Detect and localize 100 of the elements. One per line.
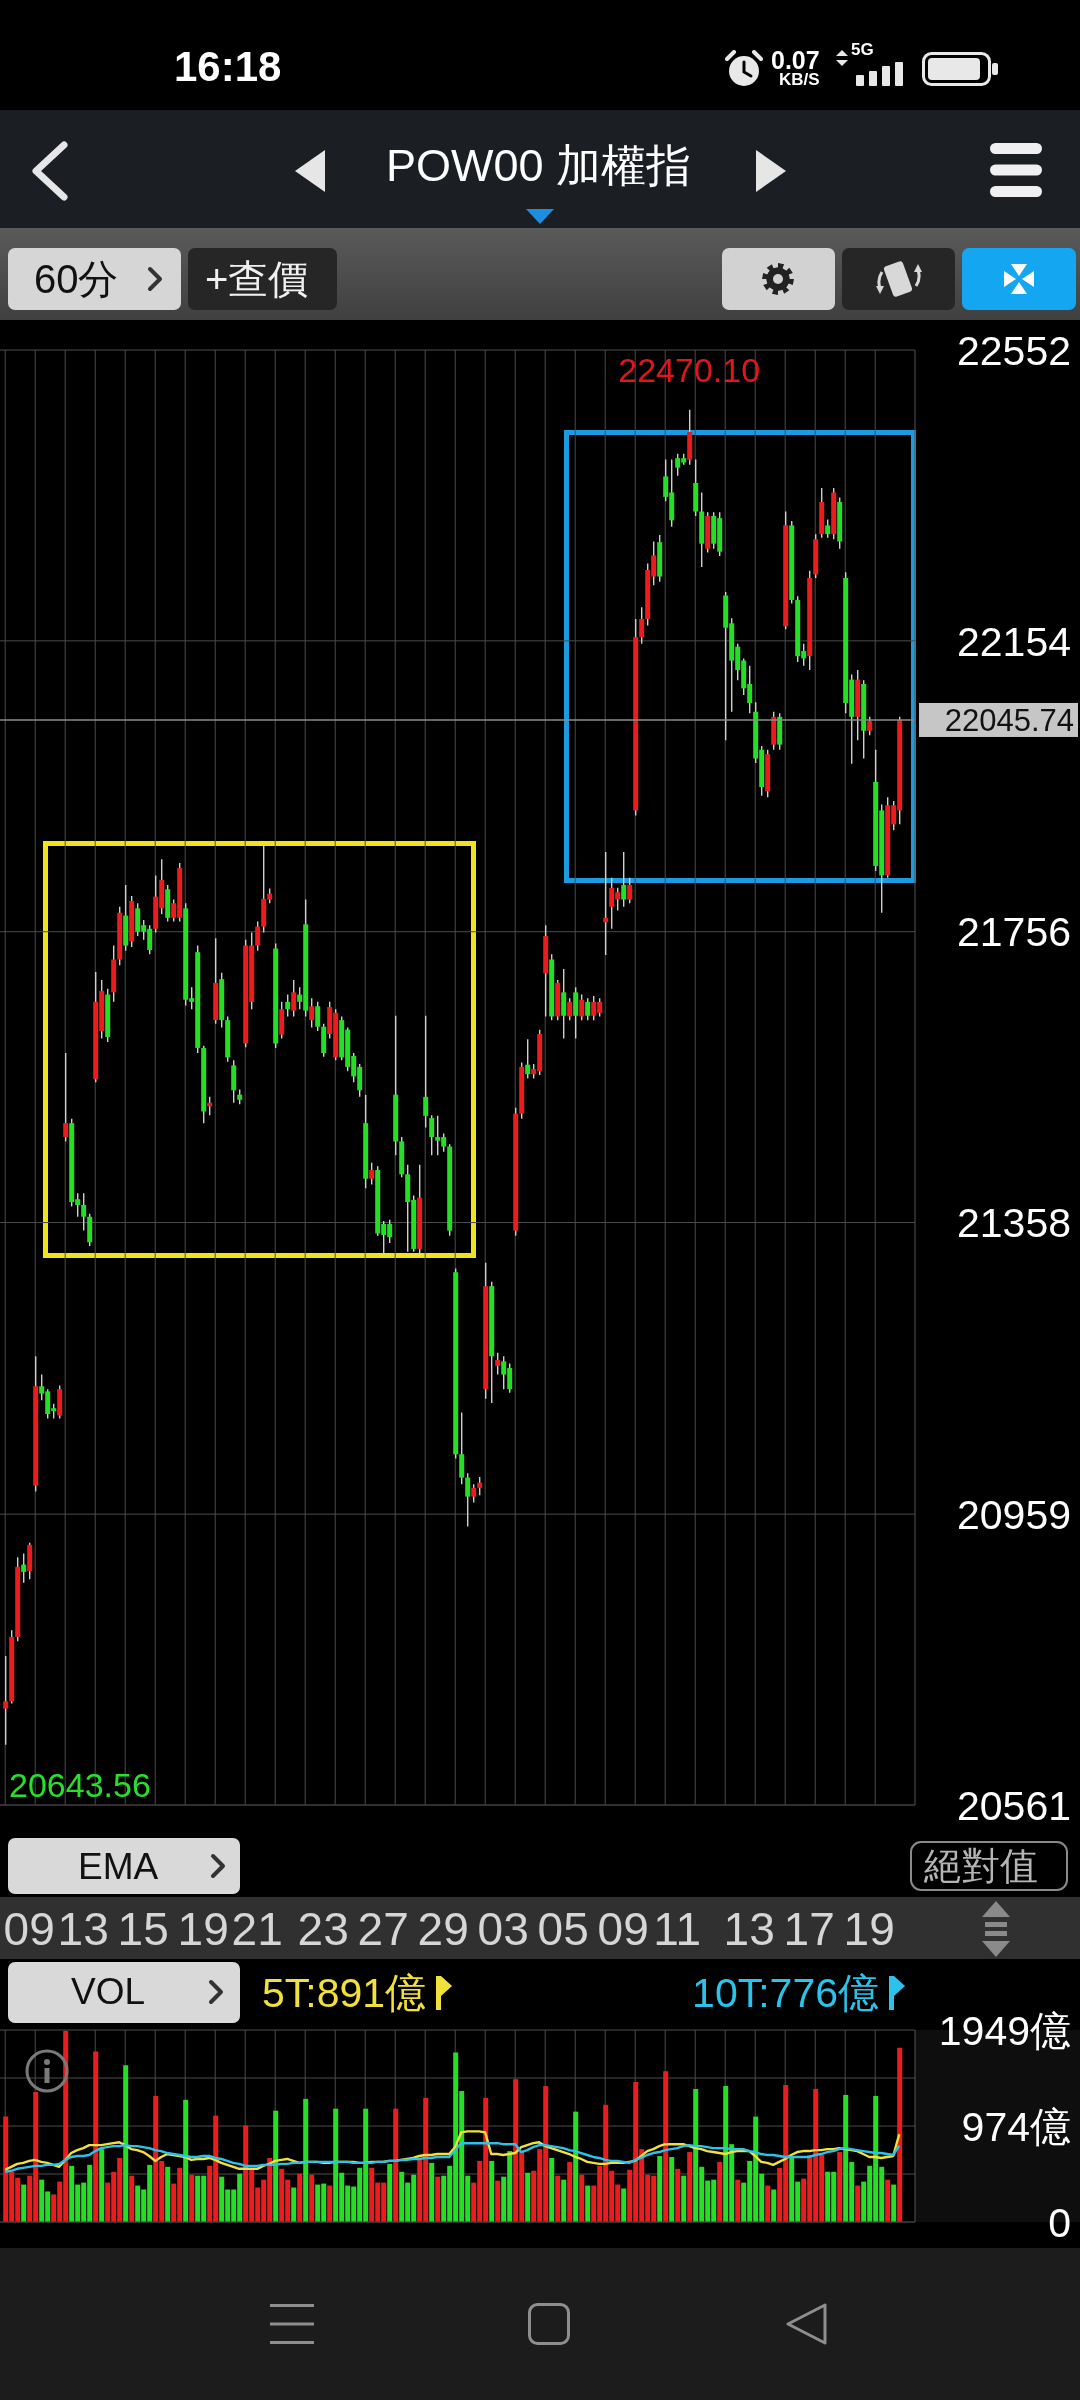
bar — [681, 2175, 687, 2222]
candlestick — [471, 1483, 477, 1504]
bar — [687, 2152, 693, 2222]
chart-title: POW00 加權指 — [386, 140, 692, 191]
candlestick — [255, 920, 261, 952]
bar — [657, 2156, 663, 2222]
bar — [675, 2168, 681, 2222]
x-tick-label: 27 — [357, 1902, 409, 1955]
button: 絕對值 — [910, 1841, 1068, 1891]
bar — [891, 2184, 897, 2222]
bar — [435, 2176, 441, 2222]
bar — [21, 2184, 27, 2222]
bar — [621, 2188, 627, 2222]
bar — [567, 2161, 573, 2222]
bar — [717, 2161, 723, 2222]
candlestick — [429, 1114, 435, 1157]
bar — [837, 2152, 843, 2222]
y-tick-label: 0 — [1048, 2199, 1071, 2246]
candlestick — [567, 997, 573, 1021]
bar — [327, 2185, 333, 2222]
bar — [387, 2163, 393, 2222]
x-tick-label: 19 — [843, 1902, 895, 1955]
bar — [99, 2149, 105, 2222]
x-tick-label: 23 — [297, 1902, 349, 1955]
button: EMA — [8, 1838, 240, 1894]
text: 16:18 — [174, 43, 282, 90]
bar — [525, 2172, 531, 2222]
candlestick — [525, 1038, 531, 1080]
line-series — [4, 2130, 901, 2171]
candlestick — [81, 1192, 87, 1232]
bar — [663, 2071, 669, 2222]
bar — [297, 2173, 303, 2222]
x-tick-label: 13 — [723, 1902, 775, 1955]
candlestick — [561, 968, 567, 1040]
bar — [495, 2180, 501, 2222]
bar — [897, 2047, 903, 2222]
candlestick — [21, 1552, 27, 1584]
y-tick-label: 20959 — [956, 1491, 1071, 1538]
bar — [273, 2110, 279, 2222]
bar — [183, 2099, 189, 2222]
candlestick — [423, 1015, 429, 1129]
candlestick — [63, 1052, 69, 1143]
bar — [303, 2098, 309, 2222]
bar — [309, 2174, 315, 2222]
candlestick — [585, 997, 591, 1021]
y-tick-label: 974億 — [961, 2103, 1071, 2150]
ref-line-label: 22045.74 — [944, 703, 1074, 739]
annotation: 22470.10 — [618, 351, 761, 390]
candlestick — [315, 1001, 321, 1032]
candlestick — [465, 1472, 471, 1528]
x-tick-label: 05 — [537, 1902, 589, 1955]
candlestick — [3, 1655, 9, 1746]
bar — [555, 2175, 561, 2222]
bar — [165, 2166, 171, 2222]
candlestick — [825, 518, 831, 539]
x-tick-label: 09 — [3, 1902, 55, 1955]
x-tick-label: 03 — [477, 1902, 529, 1955]
bar — [855, 2185, 861, 2222]
x-tick-label: 11 — [653, 1902, 702, 1955]
x-tick-label: 09 — [597, 1902, 649, 1955]
candlestick — [369, 1161, 375, 1186]
bar — [771, 2189, 777, 2222]
bar — [93, 2051, 99, 2222]
bar — [393, 2108, 399, 2222]
x-tick-label: 29 — [417, 1902, 469, 1955]
button: VOL — [8, 1962, 240, 2023]
legend-label: 5T:891億 — [262, 1970, 427, 2016]
bar — [291, 2187, 297, 2222]
bar — [489, 2160, 495, 2222]
bar — [669, 2156, 675, 2222]
bar — [585, 2185, 591, 2222]
bar — [573, 2111, 579, 2222]
line-series — [4, 2141, 901, 2173]
y-tick-label: 21756 — [956, 909, 1071, 956]
candlestick — [309, 997, 315, 1029]
candlestick — [639, 606, 645, 645]
bar — [129, 2175, 135, 2222]
bar — [885, 2179, 891, 2222]
candlestick — [627, 876, 633, 904]
annotation: 20643.56 — [9, 1765, 151, 1804]
candlestick — [621, 851, 627, 908]
candlestick — [459, 1411, 465, 1485]
button: 60分 — [8, 248, 181, 310]
bar — [429, 2162, 435, 2222]
button: +查價 — [188, 248, 337, 310]
bar — [189, 2174, 195, 2222]
candlestick — [477, 1476, 483, 1496]
candlestick — [495, 1351, 501, 1376]
x-tick-label: 13 — [57, 1902, 109, 1955]
y-tick-label: 20561 — [956, 1782, 1071, 1829]
bar — [123, 2065, 129, 2222]
bar — [579, 2174, 585, 2222]
x-tick-label: 15 — [117, 1902, 169, 1955]
candlestick — [579, 993, 585, 1021]
y-tick-label: 1949億 — [938, 2007, 1071, 2054]
bar — [765, 2185, 771, 2222]
bar — [735, 2179, 741, 2222]
bar — [561, 2179, 567, 2222]
candlestick — [603, 851, 609, 956]
bar — [549, 2157, 555, 2222]
